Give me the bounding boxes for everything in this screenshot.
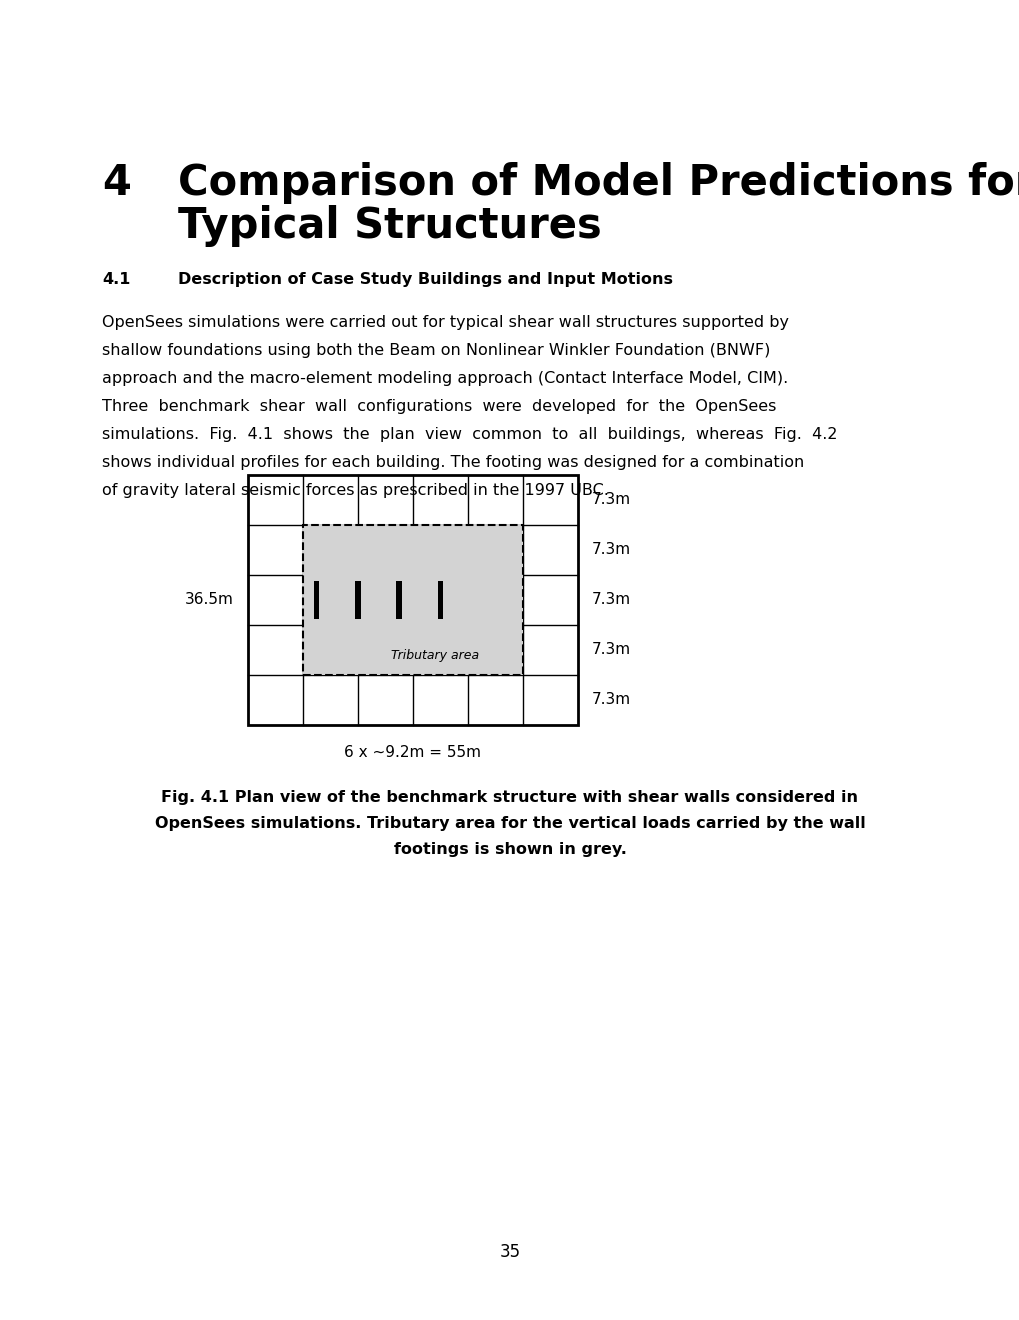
Text: Tributary area: Tributary area (390, 648, 479, 661)
Text: shows individual profiles for each building. The footing was designed for a comb: shows individual profiles for each build… (102, 455, 803, 470)
Text: 4.1: 4.1 (102, 272, 130, 286)
Text: 7.3m: 7.3m (591, 593, 631, 607)
Text: 7.3m: 7.3m (591, 693, 631, 708)
Text: 7.3m: 7.3m (591, 492, 631, 507)
Text: 7.3m: 7.3m (591, 643, 631, 657)
Text: shallow foundations using both the Beam on Nonlinear Winkler Foundation (BNWF): shallow foundations using both the Beam … (102, 343, 769, 358)
Text: approach and the macro-element modeling approach (Contact Interface Model, CIM).: approach and the macro-element modeling … (102, 371, 788, 385)
Bar (396, 581, 401, 619)
Text: Fig. 4.1 Plan view of the benchmark structure with shear walls considered in: Fig. 4.1 Plan view of the benchmark stru… (161, 789, 858, 805)
Text: OpenSees simulations were carried out for typical shear wall structures supporte: OpenSees simulations were carried out fo… (102, 315, 789, 330)
Text: Typical Structures: Typical Structures (178, 205, 601, 247)
Text: of gravity lateral seismic forces as prescribed in the 1997 UBC.: of gravity lateral seismic forces as pre… (102, 483, 608, 498)
Text: Comparison of Model Predictions for: Comparison of Model Predictions for (178, 162, 1019, 205)
Text: OpenSees simulations. Tributary area for the vertical loads carried by the wall: OpenSees simulations. Tributary area for… (155, 816, 864, 832)
Text: Description of Case Study Buildings and Input Motions: Description of Case Study Buildings and … (178, 272, 673, 286)
Bar (248, 475, 578, 725)
Bar (303, 525, 523, 675)
Bar (314, 581, 319, 619)
Text: simulations.  Fig.  4.1  shows  the  plan  view  common  to  all  buildings,  wh: simulations. Fig. 4.1 shows the plan vie… (102, 426, 837, 442)
Text: 36.5m: 36.5m (184, 593, 233, 607)
Bar (355, 581, 361, 619)
Bar (437, 581, 443, 619)
Text: 7.3m: 7.3m (591, 543, 631, 557)
Text: Three  benchmark  shear  wall  configurations  were  developed  for  the  OpenSe: Three benchmark shear wall configuration… (102, 399, 775, 414)
Text: 35: 35 (499, 1243, 520, 1261)
Text: 4: 4 (102, 162, 130, 205)
Text: footings is shown in grey.: footings is shown in grey. (393, 842, 626, 857)
Text: 6 x ~9.2m = 55m: 6 x ~9.2m = 55m (344, 744, 481, 760)
